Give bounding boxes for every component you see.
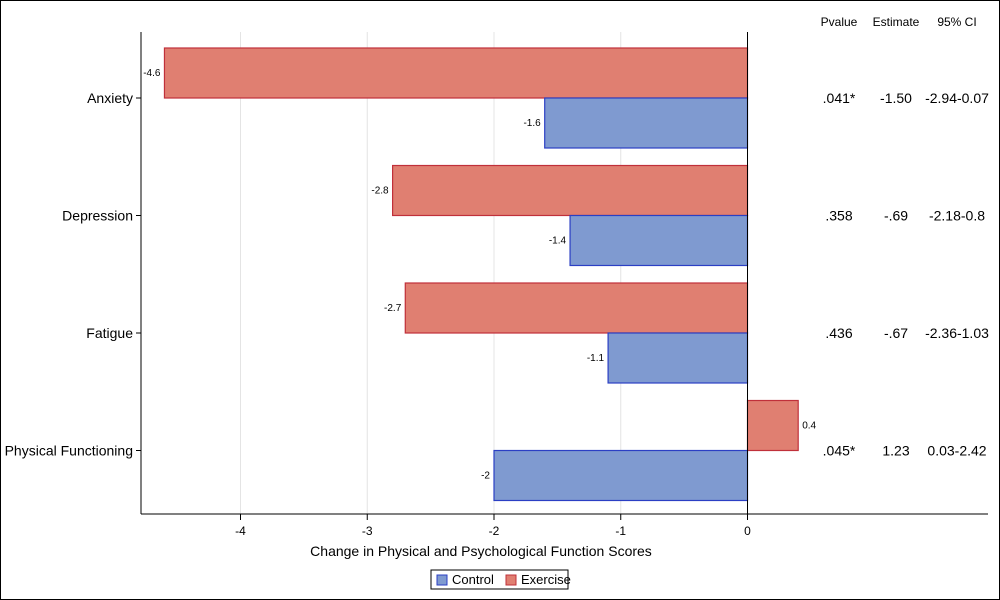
category-label: Anxiety bbox=[87, 90, 133, 106]
stats-cell: .045* bbox=[823, 443, 856, 459]
stats-cell: -.69 bbox=[884, 208, 908, 224]
stats-header: Pvalue bbox=[821, 15, 858, 29]
stats-cell: -1.50 bbox=[880, 90, 912, 106]
legend-box bbox=[430, 569, 569, 590]
x-tick-label: 0 bbox=[744, 524, 751, 538]
stats-header: 95% CI bbox=[937, 15, 976, 29]
data-label: -1.4 bbox=[549, 236, 567, 247]
category-label: Physical Functioning bbox=[5, 443, 133, 459]
x-axis-title: Change in Physical and Psychological Fun… bbox=[310, 543, 652, 559]
bar-control-anxiety bbox=[544, 97, 749, 149]
x-tick-label: -3 bbox=[362, 524, 373, 538]
bars bbox=[163, 47, 799, 502]
data-label: -2.7 bbox=[384, 303, 402, 314]
stats-header: Estimate bbox=[873, 15, 920, 29]
bar-control-physical-functioning bbox=[493, 449, 749, 502]
bar-control-depression bbox=[569, 214, 749, 267]
data-label: -1.1 bbox=[587, 353, 605, 364]
stats-cell: -2.18-0.8 bbox=[929, 208, 985, 224]
bar-exercise-depression bbox=[392, 164, 749, 217]
bar-exercise-fatigue bbox=[404, 282, 749, 334]
stats-cell: 1.23 bbox=[882, 443, 909, 459]
labels: -4.6 -1.6 Anxiety -2.8 -1.4 Depression -2.7 -1.… bbox=[5, 68, 817, 482]
bar-control-fatigue bbox=[607, 332, 749, 384]
bar-exercise-physical-functioning bbox=[746, 399, 799, 452]
legend: Control Exercise bbox=[430, 569, 571, 590]
data-label: 0.4 bbox=[802, 421, 816, 432]
stats-cell: -2.94-0.07 bbox=[925, 90, 989, 106]
category-label: Depression bbox=[62, 208, 133, 224]
data-label: -1.6 bbox=[523, 118, 541, 129]
stats-cell: .436 bbox=[825, 325, 852, 341]
legend-swatch-control bbox=[436, 574, 448, 586]
x-tick-label: -2 bbox=[489, 524, 500, 538]
legend-label-control: Control bbox=[452, 572, 494, 587]
legend-swatch-exercise bbox=[505, 574, 517, 586]
bar-exercise-anxiety bbox=[163, 47, 749, 99]
gridlines bbox=[240, 32, 622, 514]
data-label: -2.8 bbox=[371, 186, 389, 197]
category-label: Fatigue bbox=[86, 325, 133, 341]
stats-cell: 0.03-2.42 bbox=[927, 443, 986, 459]
stats-cell: .041* bbox=[823, 90, 856, 106]
legend-label-exercise: Exercise bbox=[521, 572, 571, 587]
x-tick-label: -1 bbox=[615, 524, 626, 538]
data-label: -2 bbox=[481, 471, 490, 482]
stats-cell: .358 bbox=[825, 208, 852, 224]
stats-cell: -.67 bbox=[884, 325, 908, 341]
x-tick-label: -4 bbox=[235, 524, 246, 538]
stats-table: Pvalue Estimate 95% CI .041* -1.50 -2.94-0.07… bbox=[821, 15, 989, 459]
stats-cell: -2.36-1.03 bbox=[925, 325, 989, 341]
axes: -4 -3 -2 -1 0 bbox=[136, 32, 988, 538]
data-label: -4.6 bbox=[143, 68, 161, 79]
